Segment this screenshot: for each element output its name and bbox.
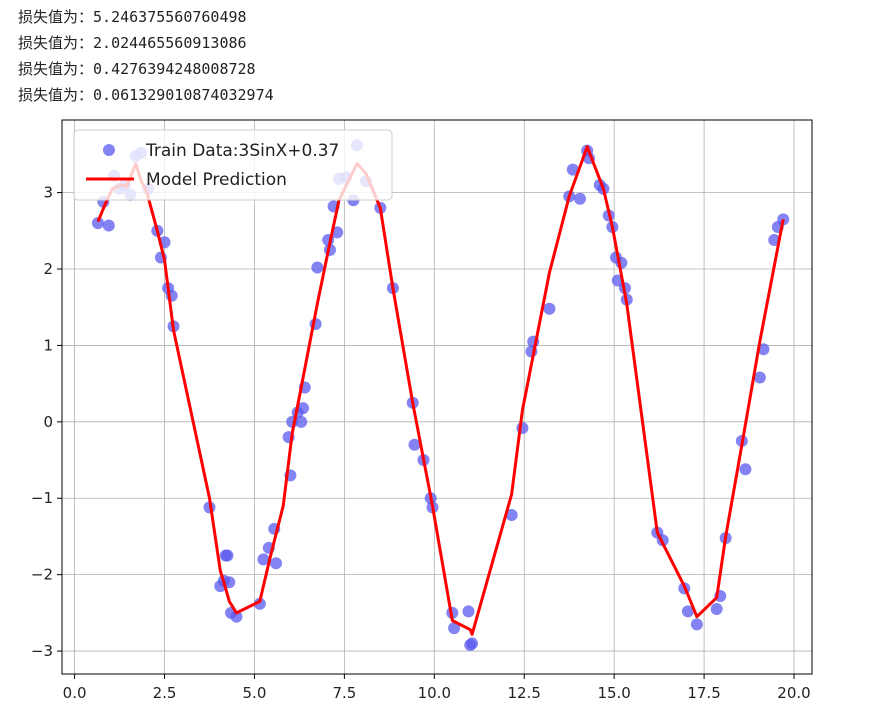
y-tick-label: 0 [43,413,53,431]
scatter-point [681,605,694,618]
y-tick-label: −2 [31,566,53,584]
y-tick-label: −1 [31,489,53,507]
x-tick-label: 2.5 [153,684,177,702]
x-tick-label: 12.5 [508,684,541,702]
scatter-point [297,402,310,415]
plot-area [91,139,790,651]
scatter-point [311,261,324,274]
x-tick-label: 17.5 [687,684,720,702]
log-line: 损失值为：0.061329010874032974 [18,86,274,104]
grid [62,120,812,674]
scatter-point [710,603,723,616]
scatter-point [270,557,283,570]
scatter-point [230,610,243,623]
scatter-point [295,415,308,428]
scatter-point [739,463,752,476]
y-tick-label: 2 [43,260,53,278]
scatter-point [102,219,115,232]
x-tick-label: 15.0 [597,684,630,702]
scatter-point [408,438,421,451]
scatter-point [253,597,266,610]
legend-marker-scatter [103,144,115,156]
x-tick-label: 20.0 [777,684,810,702]
scatter-point [753,371,766,384]
scatter-point [462,605,475,618]
scatter-point [257,553,270,566]
scatter-point [573,192,586,205]
scatter-point [543,302,556,315]
y-tick-label: −3 [31,642,53,660]
output-log: 损失值为：5.246375560760498 损失值为：2.0244655609… [18,4,274,108]
scatter-point [505,509,518,522]
x-tick-label: 0.0 [63,684,87,702]
y-tick-label: 3 [43,184,53,202]
legend: Train Data:3SinX+0.37 Model Prediction [73,129,393,201]
scatter-point [466,637,479,650]
y-tick-label: 1 [43,336,53,354]
log-line: 损失值为：2.024465560913086 [18,34,247,52]
prediction-line [96,145,785,636]
legend-label: Train Data:3SinX+0.37 [145,141,339,161]
axis-ticks: 0.0 2.5 5.0 7.5 10.0 12.5 15.0 17.5 20.0 −3 −2 −1 0 1… [31,184,811,702]
x-tick-label: 5.0 [243,684,267,702]
legend-box [73,129,393,201]
scatter-point [91,217,104,230]
log-line: 损失值为：0.4276394248008728 [18,60,256,78]
scatter-point [566,163,579,176]
scatter-point [448,622,461,635]
x-tick-label: 10.0 [418,684,451,702]
log-line: 损失值为：5.246375560760498 [18,8,247,26]
x-tick-label: 7.5 [332,684,356,702]
scatter-point [690,618,703,631]
scatter-point [221,549,234,562]
legend-label: Model Prediction [146,170,287,190]
plot-frame [61,119,813,675]
